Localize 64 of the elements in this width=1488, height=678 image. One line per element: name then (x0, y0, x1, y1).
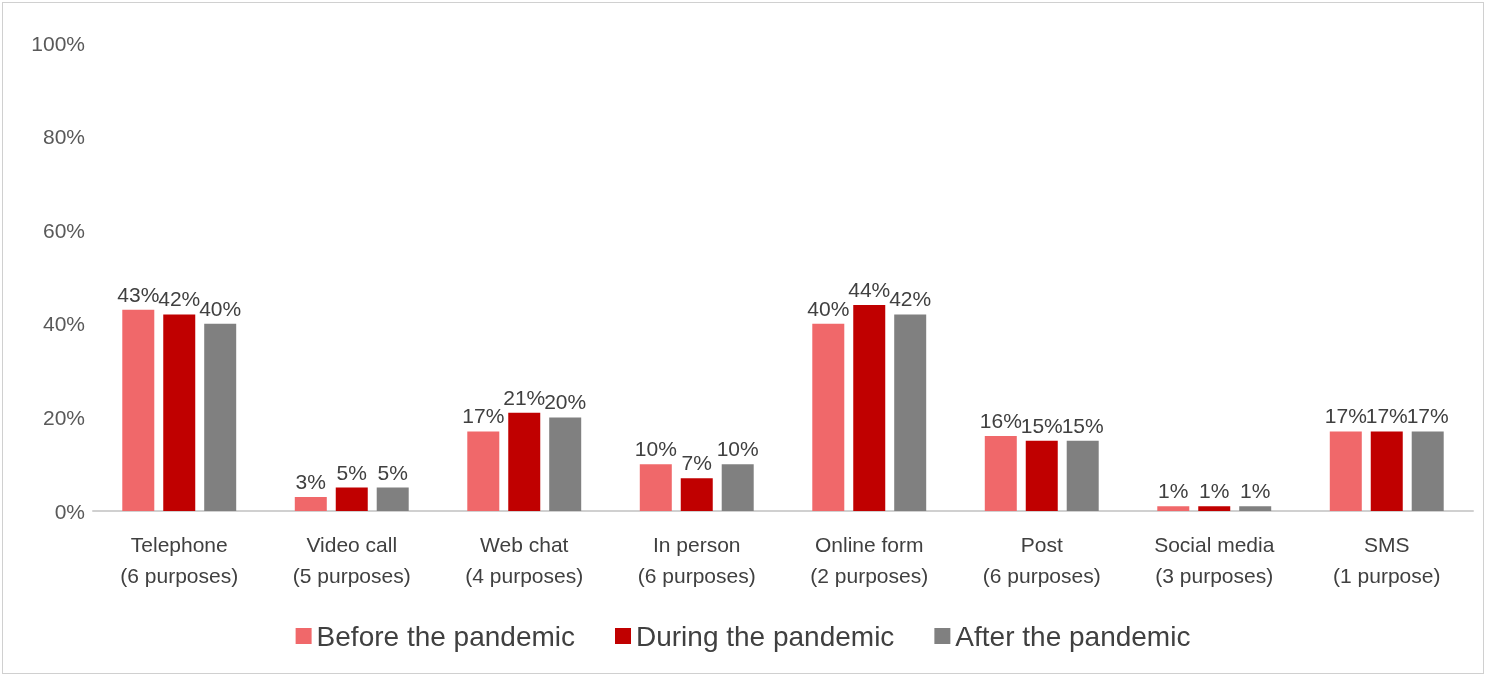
x-tick-label: In person (6 purposes) (637, 533, 756, 587)
data-label: 21% (503, 385, 546, 409)
bar (549, 417, 582, 511)
bar (894, 314, 927, 511)
bar (639, 464, 672, 511)
bar (376, 487, 409, 511)
data-label: 17% (1406, 404, 1449, 428)
bar (1329, 431, 1362, 511)
y-tick-label: 0% (54, 499, 85, 523)
bar (508, 412, 541, 511)
bar (294, 496, 327, 511)
data-label: 44% (848, 278, 891, 302)
legend-label: Before the pandemic (316, 620, 575, 652)
legend-label: During the pandemic (636, 620, 895, 652)
x-tick-label: SMS (1 purpose) (1333, 533, 1441, 587)
bar (1239, 506, 1272, 511)
bar (812, 323, 845, 511)
data-label: 17% (1365, 404, 1408, 428)
legend-label: After the pandemic (955, 620, 1191, 652)
data-label: 1% (1240, 479, 1271, 503)
bar (122, 309, 155, 511)
bar (680, 478, 713, 511)
x-tick-label: Social media (3 purposes) (1154, 533, 1275, 587)
bar (1198, 506, 1231, 511)
data-label: 10% (716, 437, 759, 461)
bar (1025, 440, 1058, 511)
bar (163, 314, 196, 511)
data-label: 42% (158, 287, 201, 311)
data-label: 7% (681, 451, 712, 475)
data-label: 3% (295, 469, 326, 493)
y-tick-label: 20% (42, 405, 85, 429)
data-label: 5% (377, 460, 408, 484)
bar (1066, 440, 1099, 511)
data-label: 40% (199, 296, 242, 320)
bar (1370, 431, 1403, 511)
data-label: 5% (336, 460, 367, 484)
bar (1411, 431, 1444, 511)
data-label: 1% (1158, 479, 1189, 503)
bar (853, 305, 886, 511)
data-label: 15% (1061, 413, 1104, 437)
data-label: 10% (634, 437, 677, 461)
x-tick-label: Video call (5 purposes) (292, 533, 411, 587)
data-label: 40% (807, 296, 850, 320)
bar (721, 464, 754, 511)
x-tick-label: Web chat (4 purposes) (465, 533, 584, 587)
y-tick-label: 80% (42, 125, 85, 149)
data-label: 16% (979, 409, 1022, 433)
data-label: 42% (889, 287, 932, 311)
y-tick-label: 60% (42, 218, 85, 242)
bar (984, 436, 1017, 511)
x-tick-label: Post (6 purposes) (982, 533, 1101, 587)
bar (204, 323, 237, 511)
bar (335, 487, 368, 511)
bar (1157, 506, 1190, 511)
y-tick-label: 100% (31, 31, 85, 55)
x-tick-label: Online form (2 purposes) (810, 533, 929, 587)
data-label: 17% (1324, 404, 1367, 428)
y-tick-label: 40% (42, 312, 85, 336)
bar (467, 431, 500, 511)
x-tick-label: Telephone (6 purposes) (120, 533, 239, 587)
data-label: 15% (1020, 413, 1063, 437)
data-label: 20% (544, 390, 587, 414)
data-label: 1% (1199, 479, 1230, 503)
data-label: 17% (462, 404, 505, 428)
